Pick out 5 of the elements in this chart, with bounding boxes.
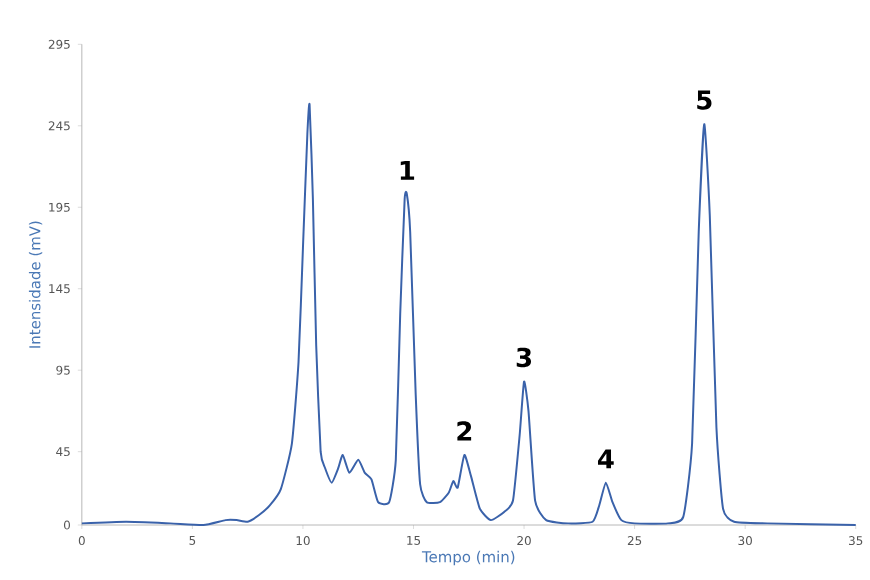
annotation: 4 xyxy=(598,449,614,469)
annotation: 1 xyxy=(400,160,415,180)
annotation: 3 xyxy=(516,347,532,368)
annotation: 2 xyxy=(457,421,472,441)
annotation: 5 xyxy=(697,90,712,110)
